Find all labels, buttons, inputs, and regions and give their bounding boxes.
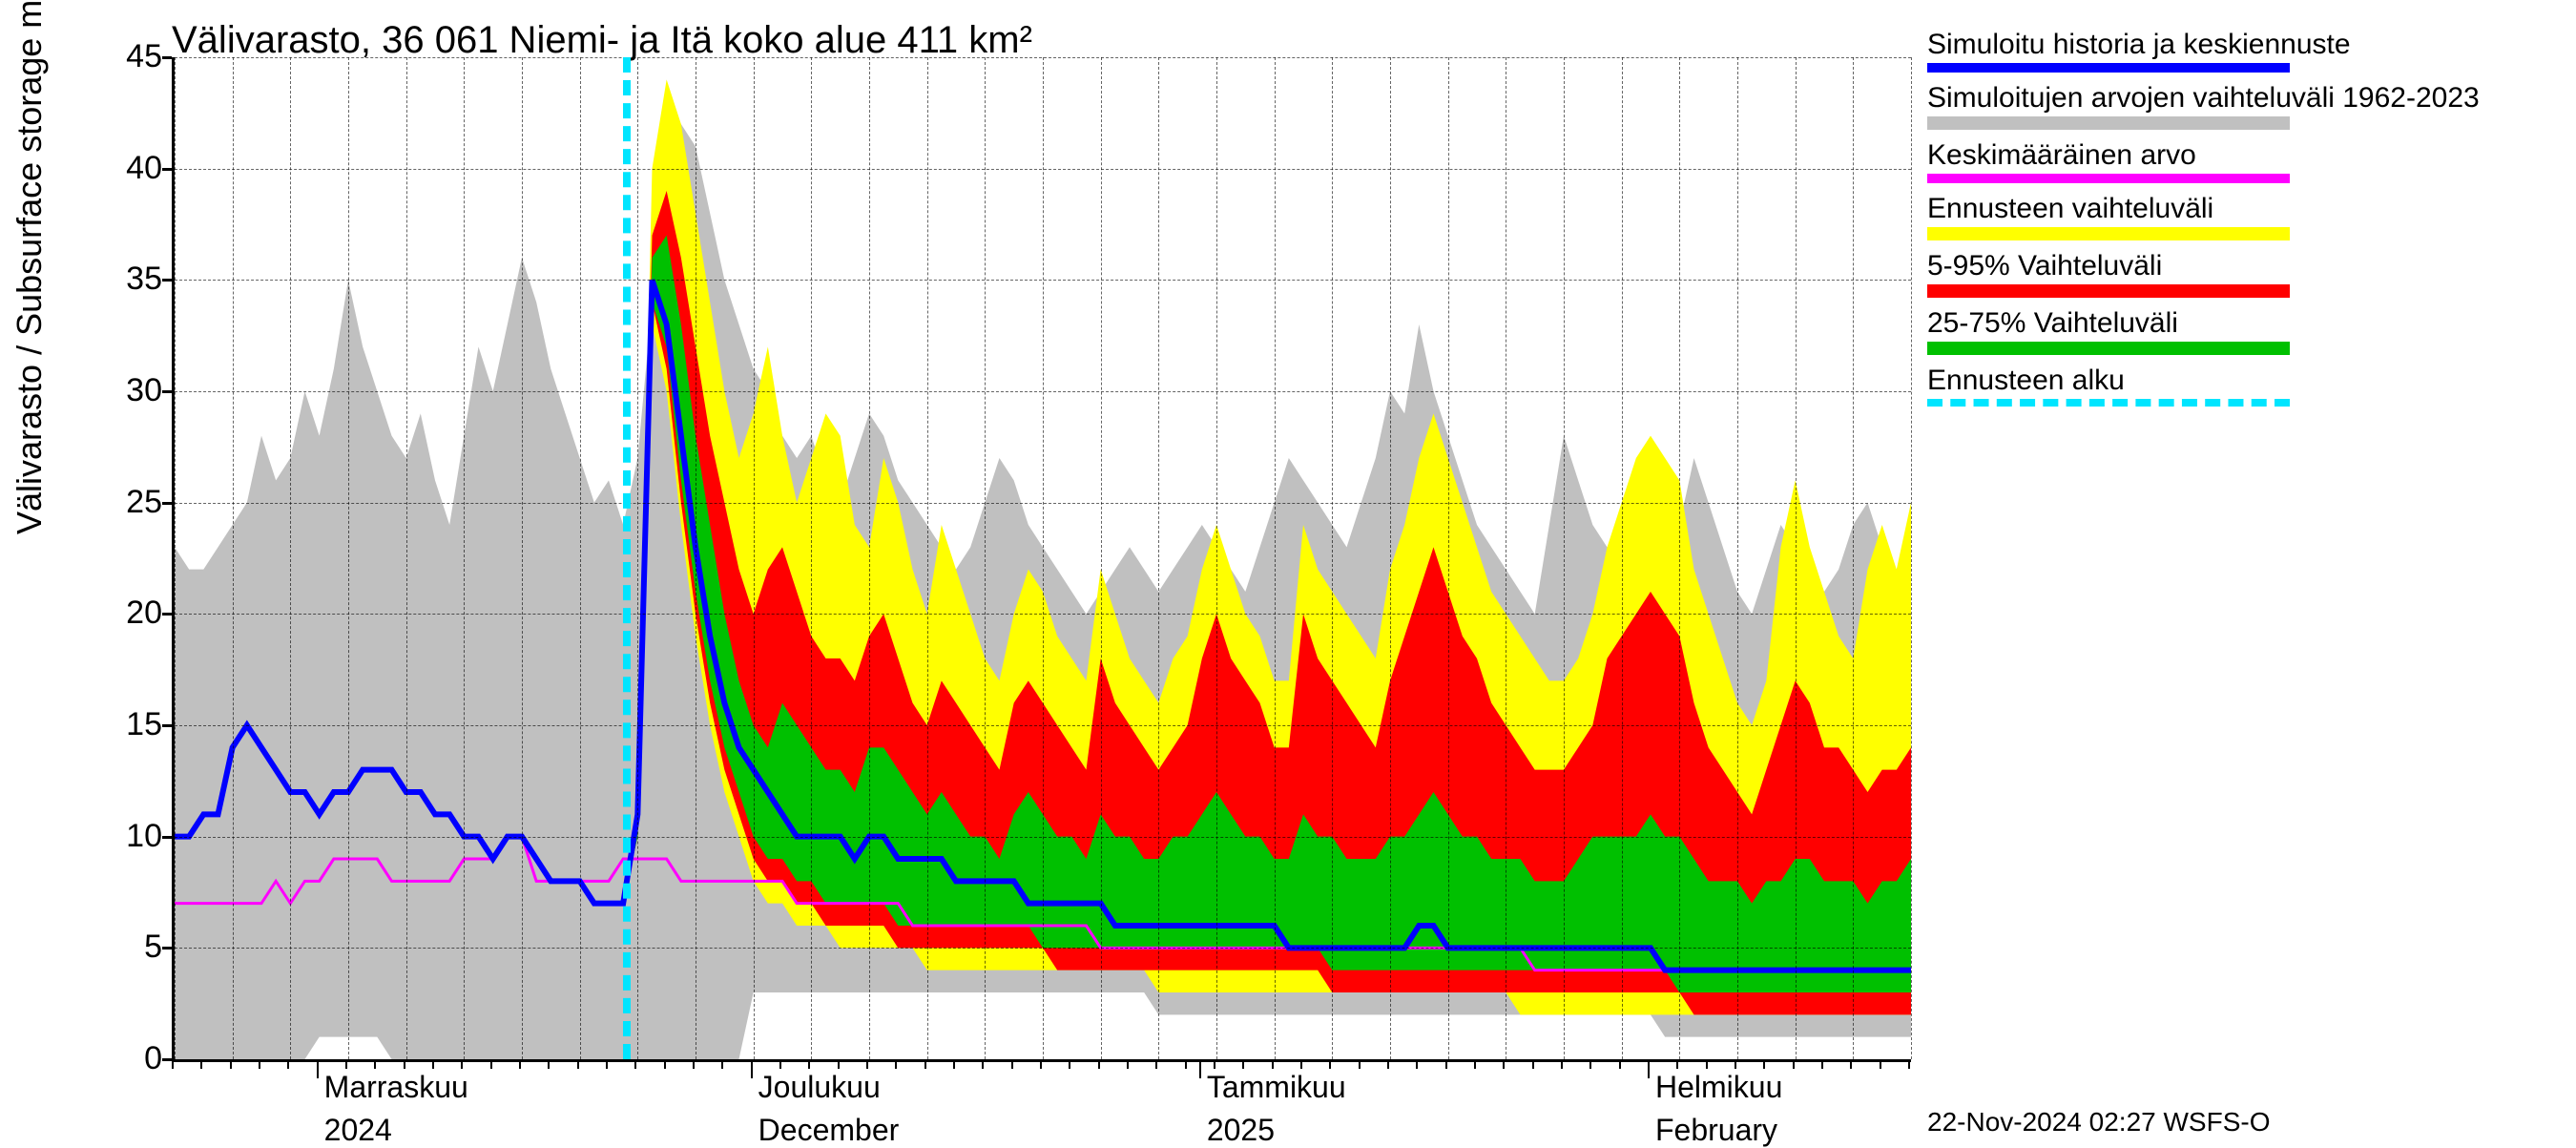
x-axis-month-label: Helmikuu (1655, 1069, 1782, 1105)
grid-line-vertical (233, 57, 234, 1059)
y-tick-mark (162, 836, 172, 839)
grid-line-vertical (1911, 57, 1912, 1059)
x-tick-major (751, 1059, 753, 1078)
y-tick-mark (162, 613, 172, 616)
x-axis-month-label: Marraskuu (324, 1069, 468, 1105)
legend-label: Simuloitu historia ja keskiennuste (1927, 29, 2557, 61)
grid-line-vertical (1216, 57, 1217, 1059)
legend-swatch (1927, 63, 2290, 73)
y-tick-label: 40 (67, 150, 162, 187)
x-axis-month-label: Tammikuu (1207, 1069, 1346, 1105)
y-tick-mark (162, 390, 172, 393)
grid-line-vertical (985, 57, 986, 1059)
y-axis-label: Välivarasto / Subsurface storage mm (10, 0, 50, 534)
y-tick-mark (162, 724, 172, 727)
x-tick-major (1199, 1059, 1201, 1078)
legend-label: 5-95% Vaihteluväli (1927, 250, 2557, 282)
x-axis-month-label: Joulukuu (758, 1069, 881, 1105)
x-axis-sub-label: 2025 (1207, 1112, 1275, 1148)
y-tick-mark (162, 168, 172, 171)
grid-line-vertical (1737, 57, 1738, 1059)
grid-line-vertical (1679, 57, 1680, 1059)
legend-swatch (1927, 116, 2290, 130)
legend-entry: Keskimääräinen arvo (1927, 139, 2557, 183)
y-tick-label: 25 (67, 484, 162, 521)
grid-line-vertical (348, 57, 349, 1059)
grid-line-vertical (1158, 57, 1159, 1059)
x-axis-sub-label: December (758, 1112, 900, 1148)
x-tick-major (1648, 1059, 1650, 1078)
y-tick-label: 35 (67, 261, 162, 298)
grid-line-vertical (927, 57, 928, 1059)
legend-label: 25-75% Vaihteluväli (1927, 307, 2557, 340)
grid-line-vertical (464, 57, 465, 1059)
grid-line-vertical (522, 57, 523, 1059)
legend-label: Ennusteen alku (1927, 365, 2557, 397)
grid-line-vertical (1043, 57, 1044, 1059)
footer-timestamp: 22-Nov-2024 02:27 WSFS-O (1927, 1107, 2271, 1138)
y-tick-label: 45 (67, 38, 162, 75)
y-tick-mark (162, 279, 172, 282)
grid-line-vertical (637, 57, 638, 1059)
legend-swatch (1927, 227, 2290, 240)
plot-area (172, 57, 1911, 1062)
y-tick-label: 15 (67, 706, 162, 743)
legend-swatch (1927, 174, 2290, 183)
y-tick-mark (162, 502, 172, 505)
y-tick-label: 30 (67, 372, 162, 409)
grid-line-vertical (290, 57, 291, 1059)
grid-line-vertical (580, 57, 581, 1059)
x-tick-major (317, 1059, 319, 1078)
grid-line-vertical (1101, 57, 1102, 1059)
grid-line-vertical (754, 57, 755, 1059)
y-tick-label: 20 (67, 595, 162, 632)
legend-swatch (1927, 284, 2290, 298)
grid-line-vertical (1853, 57, 1854, 1059)
grid-line-vertical (811, 57, 812, 1059)
legend-swatch (1927, 342, 2290, 355)
grid-line-vertical (1564, 57, 1565, 1059)
y-tick-mark (162, 1058, 172, 1061)
grid-line-vertical (175, 57, 176, 1059)
legend-entry: Ennusteen vaihteluväli (1927, 193, 2557, 240)
y-tick-mark (162, 56, 172, 59)
legend-swatch (1927, 399, 2290, 407)
y-tick-label: 5 (67, 929, 162, 966)
grid-line-vertical (1448, 57, 1449, 1059)
x-axis-sub-label: 2024 (324, 1112, 392, 1148)
legend-label: Simuloitujen arvojen vaihteluväli 1962-2… (1927, 82, 2557, 115)
chart-title: Välivarasto, 36 061 Niemi- ja Itä koko a… (172, 19, 1032, 62)
grid-line-vertical (1275, 57, 1276, 1059)
legend-label: Ennusteen vaihteluväli (1927, 193, 2557, 225)
grid-line-vertical (1332, 57, 1333, 1059)
y-tick-label: 10 (67, 818, 162, 855)
grid-line-vertical (1390, 57, 1391, 1059)
x-axis-sub-label: February (1655, 1112, 1777, 1148)
grid-line-vertical (406, 57, 407, 1059)
legend-entry: Simuloitujen arvojen vaihteluväli 1962-2… (1927, 82, 2557, 130)
legend-entry: Simuloitu historia ja keskiennuste (1927, 29, 2557, 73)
grid-line-vertical (1622, 57, 1623, 1059)
forecast-start-line (623, 57, 631, 1059)
legend-entry: 25-75% Vaihteluväli (1927, 307, 2557, 355)
legend-entry: 5-95% Vaihteluväli (1927, 250, 2557, 298)
legend-entry: Ennusteen alku (1927, 365, 2557, 407)
chart-container: Välivarasto, 36 061 Niemi- ja Itä koko a… (0, 0, 2576, 1145)
grid-line-vertical (869, 57, 870, 1059)
y-tick-mark (162, 947, 172, 950)
legend: Simuloitu historia ja keskiennuste Simulo… (1927, 29, 2557, 416)
legend-label: Keskimääräinen arvo (1927, 139, 2557, 172)
y-tick-label: 0 (67, 1040, 162, 1077)
grid-line-vertical (1796, 57, 1797, 1059)
